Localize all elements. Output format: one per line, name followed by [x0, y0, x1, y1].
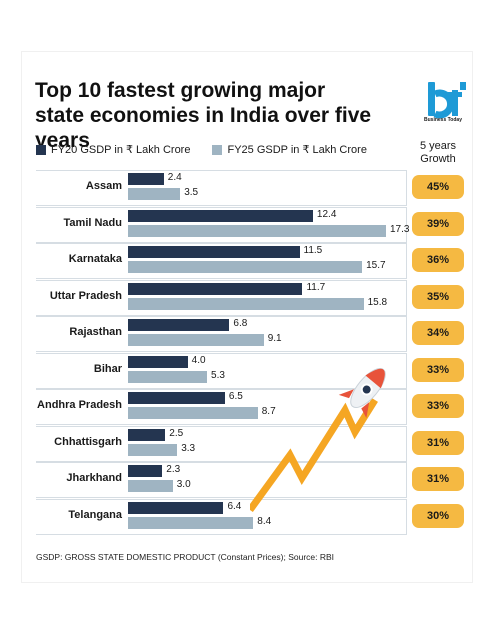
value-label-fy25: 15.8: [367, 296, 388, 308]
legend-item-fy20: FY20 GSDP in ₹ Lakh Crore: [36, 143, 190, 156]
value-label-fy25: 3.0: [176, 479, 191, 490]
category-label: Karnataka: [68, 253, 122, 265]
value-label-fy20: 2.4: [167, 172, 182, 183]
growth-badge: 36%: [412, 248, 464, 272]
growth-badge: 30%: [412, 503, 464, 528]
value-label-fy20: 6.4: [227, 500, 242, 512]
bar-fy25: [128, 516, 254, 529]
growth-badge: 39%: [412, 211, 464, 236]
value-label-fy20: 2.3: [166, 464, 181, 475]
rocket-icon: [250, 368, 386, 513]
category-label: Jharkhand: [66, 472, 122, 484]
bar-fy25: [128, 407, 258, 419]
value-label-fy20: 2.5: [169, 427, 184, 439]
value-label-fy20: 6.5: [228, 391, 243, 402]
growth-badge: 33%: [412, 357, 464, 382]
bar-fy20: [128, 392, 225, 404]
bar-fy25: [128, 370, 208, 383]
bar-fy20: [128, 501, 224, 514]
legend-label-fy20: FY20 GSDP in ₹ Lakh Crore: [51, 144, 191, 156]
business-today-logo: [428, 82, 466, 119]
bar-fy25: [128, 261, 363, 273]
growth-badge: 35%: [412, 284, 464, 309]
value-label-fy25: 3.3: [181, 442, 196, 454]
legend-item-fy25: FY25 GSDP in ₹ Lakh Crore: [212, 143, 367, 156]
bar-fy20: [128, 246, 300, 258]
legend-swatch-fy20: [36, 144, 46, 155]
bar-fy25: [128, 443, 178, 456]
source-footnote: GSDP: GROSS STATE DOMESTIC PRODUCT (Cons…: [36, 552, 335, 562]
chart-row: [36, 462, 407, 498]
bar-fy20: [128, 282, 303, 295]
growth-column-header: 5 years Growth: [419, 140, 457, 165]
bar-fy20: [128, 173, 164, 185]
category-label: Tamil Nadu: [63, 216, 122, 229]
chart-row: [36, 170, 407, 206]
value-label-fy25: 8.4: [257, 515, 272, 527]
category-label: Uttar Pradesh: [49, 289, 122, 302]
value-label-fy20: 6.8: [233, 318, 248, 329]
value-label-fy25: 8.7: [261, 406, 276, 417]
value-label-fy25: 9.1: [267, 333, 282, 344]
category-label: Andhra Pradesh: [37, 399, 122, 411]
category-label: Telangana: [68, 508, 122, 521]
legend-label-fy25: FY25 GSDP in ₹ Lakh Crore: [227, 144, 367, 156]
growth-badge: 34%: [412, 321, 464, 345]
chart-row: [36, 425, 407, 462]
bar-fy25: [128, 334, 264, 346]
chart-title: Top 10 fastest growing major state econo…: [35, 79, 372, 152]
value-label-fy20: 12.4: [316, 208, 337, 220]
bar-fy25: [128, 224, 386, 237]
value-label-fy25: 17.3: [390, 223, 410, 235]
growth-badge: 33%: [412, 394, 464, 418]
chart-row: [36, 352, 407, 389]
bar-fy20: [128, 355, 188, 368]
category-label: Rajasthan: [69, 326, 122, 338]
growth-badge: 31%: [412, 467, 464, 491]
value-label-fy25: 5.3: [211, 369, 225, 381]
value-label-fy25: 15.7: [366, 260, 386, 271]
bar-fy20: [128, 428, 166, 441]
legend: FY20 GSDP in ₹ Lakh Crore FY25 GSDP in ₹…: [36, 143, 367, 156]
logo-caption: Business Today: [424, 117, 462, 123]
bar-fy20: [128, 209, 313, 222]
growth-badge: 45%: [412, 175, 464, 199]
value-label-fy20: 4.0: [191, 354, 206, 366]
bar-fy20: [128, 319, 230, 331]
bar-fy25: [128, 297, 364, 310]
bar-fy25: [128, 188, 181, 200]
value-label-fy20: 11.7: [306, 281, 326, 293]
bar-fy20: [128, 465, 163, 477]
value-label-fy20: 11.5: [303, 245, 323, 256]
growth-badge: 31%: [412, 430, 464, 455]
category-label: Bihar: [93, 362, 122, 375]
legend-swatch-fy25: [212, 144, 223, 155]
value-label-fy25: 3.5: [184, 187, 199, 198]
category-label: Chhattisgarh: [54, 435, 122, 448]
bar-fy25: [128, 480, 173, 492]
category-label: Assam: [85, 180, 122, 192]
